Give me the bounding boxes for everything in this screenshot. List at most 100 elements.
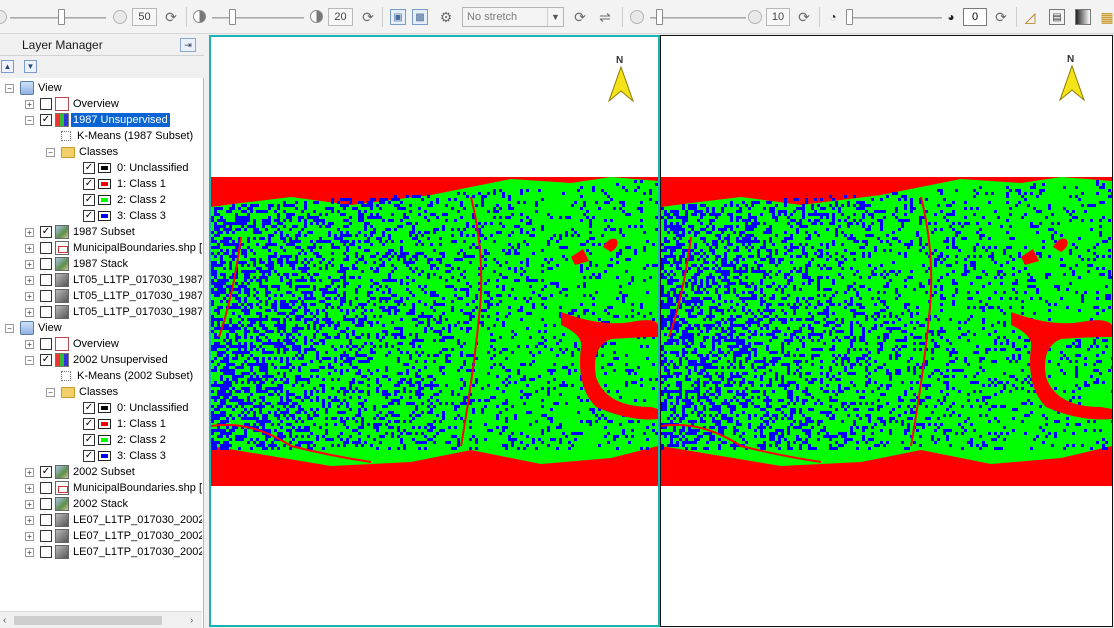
layer-visibility-checkbox[interactable] <box>40 98 52 110</box>
layer-tree-item[interactable]: − Classes <box>0 144 202 160</box>
reset-sharpen-icon[interactable]: ⟳ <box>798 9 810 25</box>
layer-visibility-checkbox[interactable] <box>40 530 52 542</box>
layer-tree-item[interactable]: + ✓ 2002 Subset <box>0 464 202 480</box>
collapse-icon[interactable]: − <box>5 324 14 333</box>
class-color-swatch[interactable] <box>98 435 111 445</box>
expand-icon[interactable]: + <box>25 100 34 109</box>
layer-tree-item[interactable]: K-Means (1987 Subset) <box>0 128 202 144</box>
class-color-swatch[interactable] <box>98 163 111 173</box>
layer-visibility-checkbox[interactable]: ✓ <box>83 434 95 446</box>
layer-properties-icon[interactable]: ▦ <box>1100 9 1114 25</box>
layer-visibility-checkbox[interactable] <box>40 274 52 286</box>
move-layer-up-icon[interactable]: ▲ <box>1 60 14 73</box>
stretch-gradient-icon[interactable] <box>1075 9 1091 25</box>
sharpen-slider-track[interactable] <box>650 17 746 19</box>
class-color-swatch[interactable] <box>98 403 111 413</box>
layer-tree-item[interactable]: +1987 Stack <box>0 256 202 272</box>
histogram-layer-icon[interactable]: ▩ <box>412 9 428 25</box>
chevron-down-icon[interactable]: ▼ <box>547 8 563 26</box>
move-layer-down-icon[interactable]: ▼ <box>24 60 37 73</box>
expand-icon[interactable]: + <box>25 340 34 349</box>
layer-visibility-checkbox[interactable] <box>40 258 52 270</box>
layer-tree-item[interactable]: ✓ 0: Unclassified <box>0 400 202 416</box>
expand-icon[interactable]: + <box>25 260 34 269</box>
layer-visibility-checkbox[interactable]: ✓ <box>83 162 95 174</box>
layer-tree-item[interactable]: − ✓ 2002 Unsupervised <box>0 352 202 368</box>
layer-tree-item[interactable]: − Classes <box>0 384 202 400</box>
layer-tree-item[interactable]: + LE07_L1TP_017030_2002 <box>0 544 202 560</box>
brightness-value-field[interactable]: 50 <box>132 8 157 26</box>
collapse-icon[interactable]: − <box>5 84 14 93</box>
histogram-window-icon[interactable]: ▣ <box>390 9 406 25</box>
classified-image-1987[interactable] <box>211 177 658 486</box>
layer-visibility-checkbox[interactable]: ✓ <box>83 402 95 414</box>
layer-visibility-checkbox[interactable]: ✓ <box>40 466 52 478</box>
class-color-swatch[interactable] <box>98 195 111 205</box>
layer-tree-item[interactable]: − ✓ 1987 Unsupervised <box>0 112 202 128</box>
layer-visibility-checkbox[interactable] <box>40 482 52 494</box>
expand-icon[interactable]: + <box>25 548 34 557</box>
layer-tree-item[interactable]: +2002 Stack <box>0 496 202 512</box>
layer-visibility-checkbox[interactable]: ✓ <box>40 114 52 126</box>
layer-tree-item[interactable]: + LT05_L1TP_017030_1987 <box>0 288 202 304</box>
contrast-value-field[interactable]: 20 <box>328 8 353 26</box>
class-color-swatch[interactable] <box>98 451 111 461</box>
layer-visibility-checkbox[interactable] <box>40 290 52 302</box>
layer-tree-item[interactable]: + LE07_L1TP_017030_2002 <box>0 512 202 528</box>
display-settings-icon[interactable]: ▤ <box>1049 9 1065 25</box>
layer-tree-item[interactable]: ✓ 1: Class 1 <box>0 416 202 432</box>
class-color-swatch[interactable] <box>98 211 111 221</box>
layer-visibility-checkbox[interactable]: ✓ <box>83 194 95 206</box>
layer-tree-item[interactable]: K-Means (2002 Subset) <box>0 368 202 384</box>
expand-icon[interactable]: + <box>25 516 34 525</box>
scrollbar-thumb[interactable] <box>14 616 162 625</box>
class-color-swatch[interactable] <box>98 179 111 189</box>
histogram-settings-icon[interactable]: ⚙ <box>439 9 453 25</box>
layer-tree-item[interactable]: + MunicipalBoundaries.shp [ <box>0 240 202 256</box>
layer-visibility-checkbox[interactable]: ✓ <box>40 354 52 366</box>
layer-visibility-checkbox[interactable]: ✓ <box>83 178 95 190</box>
expand-icon[interactable]: + <box>25 308 34 317</box>
layer-tree-item[interactable]: + LT05_L1TP_017030_1987 <box>0 272 202 288</box>
pin-panel-icon[interactable]: ⇥ <box>180 38 196 52</box>
class-color-swatch[interactable] <box>98 419 111 429</box>
sharpen-slider-thumb[interactable] <box>656 9 663 25</box>
layer-tree-item[interactable]: + Overview <box>0 336 202 352</box>
map-view-2002[interactable]: N <box>660 35 1113 627</box>
layer-visibility-checkbox[interactable] <box>40 546 52 558</box>
expand-icon[interactable]: + <box>25 244 34 253</box>
brightness-slider-thumb[interactable] <box>58 9 65 25</box>
classified-image-2002[interactable] <box>661 177 1112 486</box>
expand-icon[interactable]: + <box>25 484 34 493</box>
layer-tree-item[interactable]: ✓ 2: Class 2 <box>0 432 202 448</box>
layer-tree-item[interactable]: + ✓ 1987 Subset <box>0 224 202 240</box>
layer-tree-item[interactable]: ✓ 1: Class 1 <box>0 176 202 192</box>
layer-tree-item[interactable]: ✓ 3: Class 3 <box>0 448 202 464</box>
layer-visibility-checkbox[interactable]: ✓ <box>40 226 52 238</box>
expand-icon[interactable]: + <box>25 276 34 285</box>
stretch-settings-icon[interactable]: ⇌ <box>599 9 611 25</box>
layer-tree-item[interactable]: ✓ 0: Unclassified <box>0 160 202 176</box>
layer-tree-item[interactable]: + Overview <box>0 96 202 112</box>
layer-tree-item[interactable]: + LT05_L1TP_017030_1987 <box>0 304 202 320</box>
contrast-slider-track[interactable] <box>212 17 304 19</box>
layer-visibility-checkbox[interactable] <box>40 498 52 510</box>
layer-tree-item[interactable]: − View <box>0 80 202 96</box>
layer-tree-item[interactable]: ✓ 3: Class 3 <box>0 208 202 224</box>
reset-stretch-icon[interactable]: ⟳ <box>574 9 586 25</box>
layer-visibility-checkbox[interactable] <box>40 338 52 350</box>
layer-visibility-checkbox[interactable] <box>40 306 52 318</box>
layer-tree-item[interactable]: − View <box>0 320 202 336</box>
layer-visibility-checkbox[interactable] <box>40 514 52 526</box>
map-view-1987[interactable]: N <box>209 35 660 627</box>
layer-tree-item[interactable]: ✓ 2: Class 2 <box>0 192 202 208</box>
collapse-icon[interactable]: − <box>46 388 55 397</box>
scroll-left-icon[interactable]: ‹ <box>3 615 7 626</box>
layer-visibility-checkbox[interactable]: ✓ <box>83 418 95 430</box>
reset-transparency-icon[interactable]: ⟳ <box>995 9 1007 25</box>
expand-icon[interactable]: + <box>25 500 34 509</box>
layer-visibility-checkbox[interactable] <box>40 242 52 254</box>
stretch-type-select[interactable]: No stretch ▼ <box>462 7 564 27</box>
expand-icon[interactable]: + <box>25 532 34 541</box>
expand-icon[interactable]: + <box>25 292 34 301</box>
